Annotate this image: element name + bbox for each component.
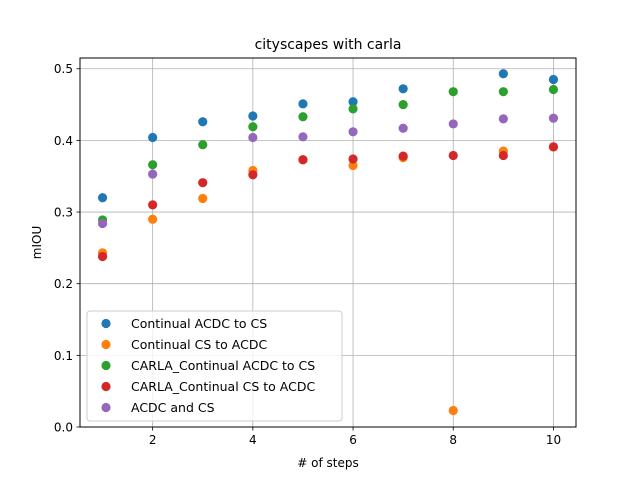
data-point <box>348 127 358 137</box>
data-point <box>248 111 258 121</box>
x-tick-label: 4 <box>249 433 257 447</box>
data-point <box>298 155 308 165</box>
data-point <box>298 112 308 122</box>
data-point <box>548 113 559 123</box>
data-point <box>448 119 458 129</box>
legend: Continual ACDC to CS Continual CS to ACDC… <box>86 310 343 422</box>
data-point <box>248 122 258 132</box>
legend-box <box>86 310 343 422</box>
data-point <box>548 74 559 85</box>
legend-label: Continual CS to ACDC <box>131 337 267 352</box>
legend-label: ACDC and CS <box>131 400 215 415</box>
series-3 <box>97 142 559 262</box>
data-point <box>398 99 408 110</box>
data-point <box>148 214 158 224</box>
data-point <box>498 69 508 79</box>
legend-marker <box>101 318 111 329</box>
y-tick-label: 0.5 <box>54 62 73 76</box>
x-tick-label: 2 <box>149 433 157 447</box>
data-point <box>198 193 208 204</box>
data-point <box>298 99 308 109</box>
data-point <box>248 132 258 143</box>
legend-label: CARLA_Continual ACDC to CS <box>131 358 315 373</box>
data-point <box>298 132 308 142</box>
legend-label: CARLA_Continual CS to ACDC <box>131 379 315 394</box>
y-tick-label: 0.1 <box>54 349 73 363</box>
data-point <box>498 87 508 97</box>
data-point <box>198 140 208 150</box>
data-point <box>198 117 208 127</box>
data-point <box>348 97 358 107</box>
data-point <box>198 178 208 188</box>
data-point <box>548 84 559 95</box>
y-tick-label: 0.2 <box>54 277 73 291</box>
data-point <box>548 142 559 152</box>
y-axis-label: mIOU <box>30 226 44 259</box>
data-point <box>348 160 358 171</box>
x-tick-label: 6 <box>349 433 357 447</box>
x-tick-label: 10 <box>546 433 561 447</box>
x-tick-label: 8 <box>449 433 457 447</box>
data-point <box>398 151 408 161</box>
data-point <box>448 87 458 97</box>
data-point <box>498 114 508 124</box>
axis-ticks: 2 4 6 8 10 0.0 0.1 0.2 0.3 0.4 0.5 <box>54 62 561 447</box>
series-0 <box>97 69 559 203</box>
data-points <box>97 69 559 416</box>
plot-frame <box>79 57 577 428</box>
data-point <box>97 218 108 229</box>
grid-lines <box>80 58 576 428</box>
legend-marker <box>101 381 111 392</box>
data-point <box>148 160 158 170</box>
data-point <box>498 150 508 161</box>
y-tick-label: 0.3 <box>54 206 73 220</box>
data-point <box>97 251 108 262</box>
legend-label: Continual ACDC to CS <box>131 316 267 331</box>
data-point <box>348 104 358 114</box>
x-axis-label: # of steps <box>297 456 358 470</box>
data-point <box>148 132 158 143</box>
data-point <box>448 405 458 416</box>
data-point <box>148 200 158 210</box>
y-tick-label: 0.4 <box>54 134 73 148</box>
series-4 <box>97 113 559 229</box>
data-point <box>348 154 358 164</box>
data-point <box>97 193 108 203</box>
data-point <box>398 84 408 94</box>
data-point <box>448 150 458 161</box>
data-point <box>148 169 158 179</box>
y-tick-label: 0.0 <box>54 421 73 435</box>
data-point <box>398 123 408 133</box>
legend-marker <box>101 360 111 371</box>
data-point <box>248 170 258 180</box>
legend-marker <box>101 402 111 413</box>
chart-title: cityscapes with carla <box>255 37 402 53</box>
legend-marker <box>101 339 111 350</box>
